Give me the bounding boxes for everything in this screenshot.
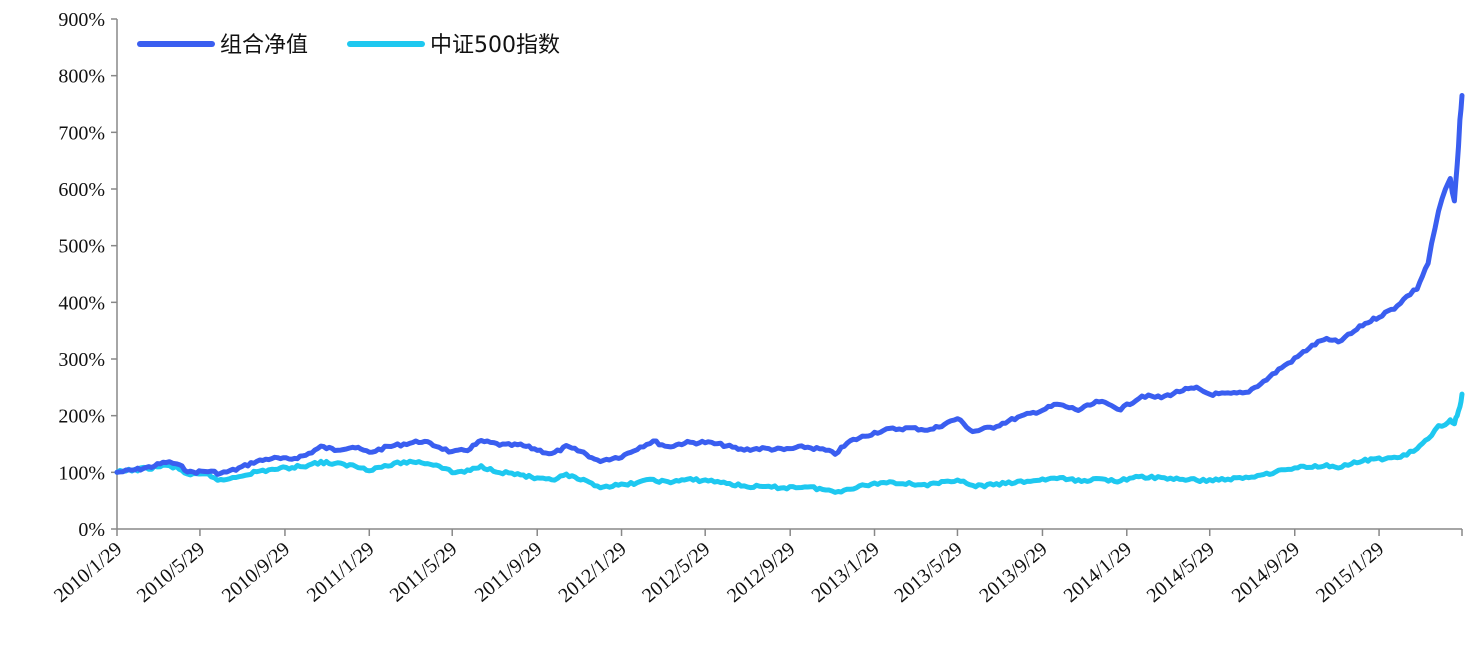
series-line-csi500 [114,391,1465,495]
x-tick-label: 2014/1/29 [1060,538,1136,607]
x-tick-label: 2013/5/29 [890,538,966,607]
x-tick-label: 2015/1/29 [1312,538,1388,607]
x-tick-label: 2014/9/29 [1228,538,1304,607]
x-tick-label: 2012/1/29 [554,538,630,607]
x-tick-label: 2011/5/29 [386,538,462,607]
x-tick-label: 2010/9/29 [218,538,294,607]
y-tick-label: 200% [58,406,105,428]
x-tick-label: 2012/9/29 [723,538,799,607]
y-tick-label: 800% [58,66,105,88]
y-tick-label: 500% [58,236,105,258]
y-tick-label: 100% [58,462,105,484]
x-tick-label: 2011/1/29 [303,538,379,607]
legend-label-portfolio: 组合净值 [220,33,308,58]
y-tick-label: 700% [58,122,105,144]
x-tick-label: 2010/5/29 [133,538,209,607]
y-tick-label: 300% [58,349,105,371]
x-tick-label: 2010/1/29 [50,538,126,607]
x-tick-label: 2014/5/29 [1143,538,1219,607]
axes: 0% 100% 200% 300% 400% 500% 600% 700% 800% 900% 20… [50,9,1463,607]
legend-label-csi500: 中证500指数 [430,33,560,58]
x-tick-label: 2012/5/29 [638,538,714,607]
x-tick-label: 2011/9/29 [471,538,547,607]
series-line-portfolio [114,93,1465,477]
x-tick-label: 2013/1/29 [807,538,883,607]
legend: 组合净值 中证500指数 [137,33,560,58]
x-tick-label: 2013/9/29 [975,538,1051,607]
y-tick-label: 400% [58,292,105,314]
series-layer [114,93,1465,495]
y-tick-label: 900% [58,9,105,31]
y-tick-label: 0% [78,519,105,541]
y-tick-label: 600% [58,179,105,201]
